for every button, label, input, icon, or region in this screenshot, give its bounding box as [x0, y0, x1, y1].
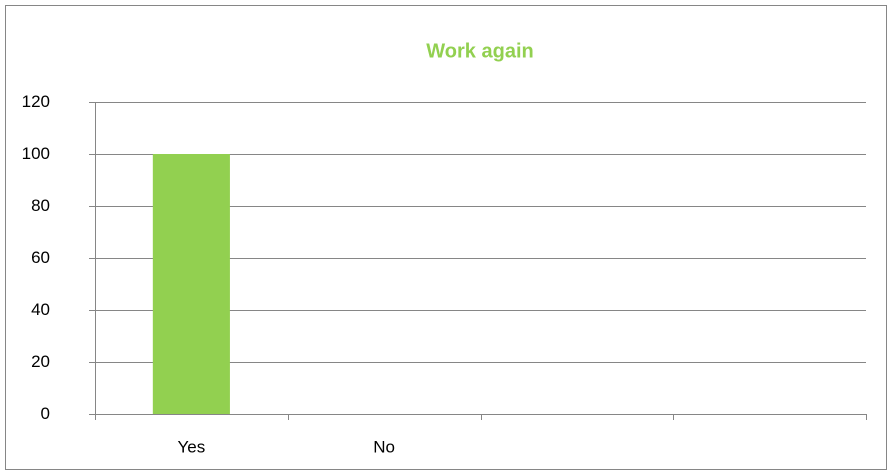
chart-title: Work again	[426, 40, 533, 62]
chart-border	[5, 5, 887, 470]
y-tick-label: 120	[22, 92, 50, 111]
y-tick-label: 0	[41, 404, 50, 423]
y-tick-label: 100	[22, 144, 50, 163]
bar	[152, 154, 230, 414]
y-tick-label: 80	[31, 196, 50, 215]
y-tick-label: 20	[31, 352, 50, 371]
x-tick-label: No	[373, 437, 395, 456]
x-tick-label: Yes	[178, 437, 206, 456]
y-tick-label: 60	[31, 248, 50, 267]
y-tick-label: 40	[31, 300, 50, 319]
